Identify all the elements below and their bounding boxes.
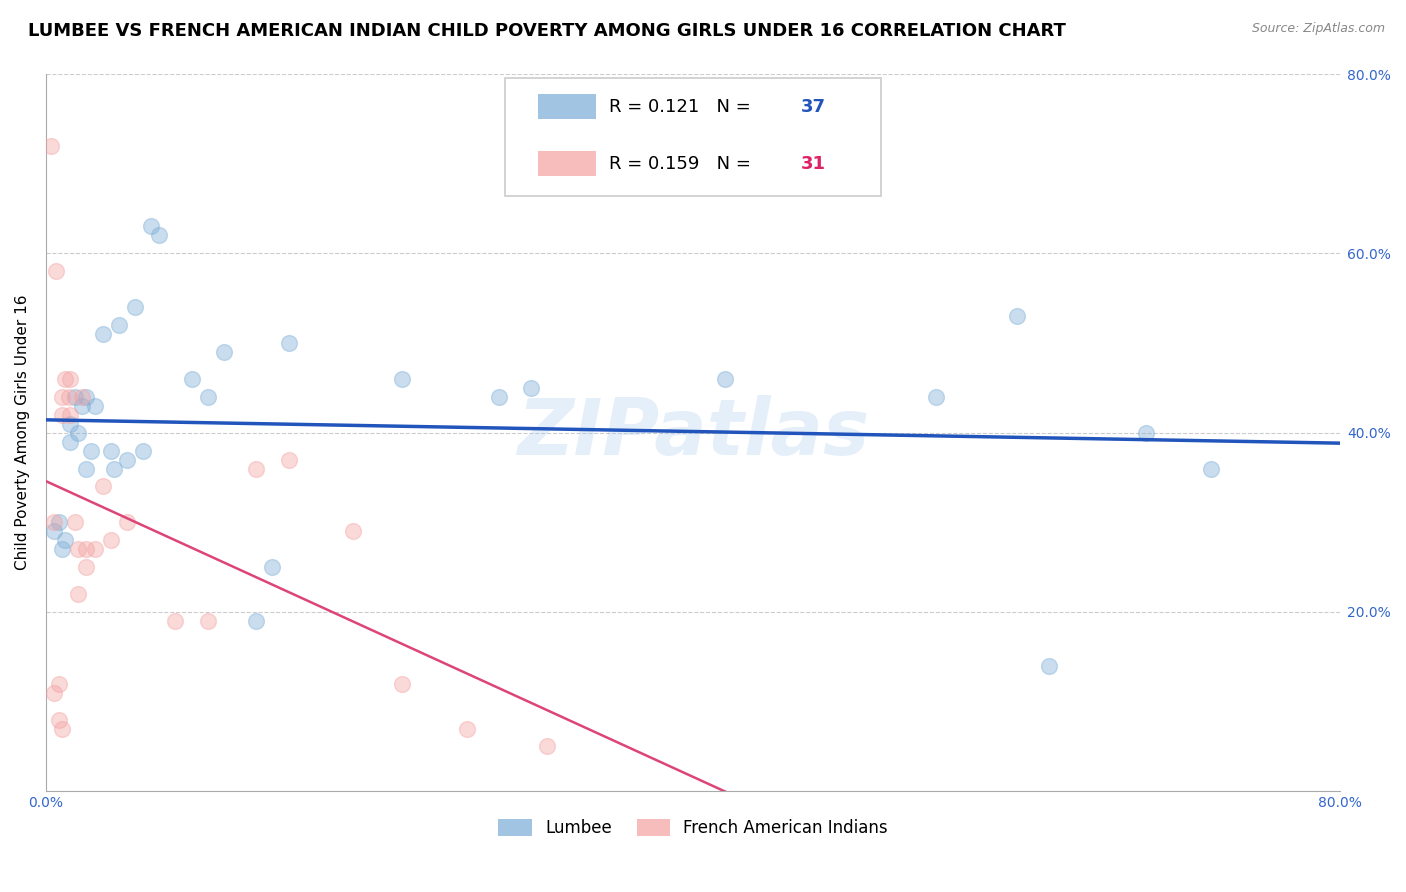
Point: [1199, 461, 1222, 475]
Text: 31: 31: [800, 154, 825, 173]
Point: [342, 524, 364, 539]
Point: [536, 739, 558, 754]
Point: [48, 713, 70, 727]
Point: [180, 372, 202, 386]
Point: [75, 560, 97, 574]
Point: [42, 516, 65, 530]
Point: [1005, 309, 1028, 323]
FancyBboxPatch shape: [537, 151, 596, 176]
Point: [277, 452, 299, 467]
Text: 37: 37: [800, 97, 825, 116]
Point: [51, 542, 73, 557]
Point: [245, 461, 267, 475]
Point: [67, 425, 90, 440]
Y-axis label: Child Poverty Among Girls Under 16: Child Poverty Among Girls Under 16: [15, 295, 30, 570]
Point: [520, 381, 543, 395]
Point: [165, 614, 187, 628]
Point: [262, 560, 284, 574]
Point: [1038, 658, 1060, 673]
Point: [75, 461, 97, 475]
Point: [55, 533, 77, 548]
Point: [115, 452, 138, 467]
Point: [75, 542, 97, 557]
Point: [124, 300, 146, 314]
Point: [51, 722, 73, 736]
Point: [197, 614, 219, 628]
Point: [100, 443, 122, 458]
Point: [39, 138, 62, 153]
Point: [91, 479, 114, 493]
Text: R = 0.159   N =: R = 0.159 N =: [609, 154, 756, 173]
Point: [55, 372, 77, 386]
Point: [148, 228, 170, 243]
Point: [83, 399, 105, 413]
Point: [51, 390, 73, 404]
Point: [132, 443, 155, 458]
Point: [59, 434, 82, 449]
Point: [48, 676, 70, 690]
Point: [48, 516, 70, 530]
FancyBboxPatch shape: [505, 78, 880, 196]
Point: [245, 614, 267, 628]
Point: [91, 326, 114, 341]
Point: [277, 336, 299, 351]
Text: ZIPatlas: ZIPatlas: [517, 394, 869, 471]
Point: [714, 372, 737, 386]
Point: [70, 390, 93, 404]
Point: [456, 722, 478, 736]
Point: [58, 390, 80, 404]
Point: [139, 219, 162, 234]
Point: [197, 390, 219, 404]
Point: [1135, 425, 1157, 440]
Point: [59, 417, 82, 431]
Point: [115, 516, 138, 530]
Point: [67, 542, 90, 557]
Point: [63, 516, 86, 530]
Point: [391, 372, 413, 386]
Point: [80, 443, 103, 458]
Point: [67, 587, 90, 601]
Point: [42, 524, 65, 539]
Point: [42, 686, 65, 700]
Point: [107, 318, 129, 332]
Point: [100, 533, 122, 548]
Point: [70, 399, 93, 413]
Text: R = 0.121   N =: R = 0.121 N =: [609, 97, 756, 116]
Point: [488, 390, 510, 404]
Point: [59, 372, 82, 386]
Point: [45, 264, 67, 278]
Point: [391, 676, 413, 690]
Point: [59, 408, 82, 422]
FancyBboxPatch shape: [537, 94, 596, 119]
Point: [75, 390, 97, 404]
Point: [51, 408, 73, 422]
Point: [63, 390, 86, 404]
Legend: Lumbee, French American Indians: Lumbee, French American Indians: [492, 813, 894, 844]
Point: [925, 390, 948, 404]
Point: [212, 345, 235, 359]
Point: [103, 461, 125, 475]
Text: LUMBEE VS FRENCH AMERICAN INDIAN CHILD POVERTY AMONG GIRLS UNDER 16 CORRELATION : LUMBEE VS FRENCH AMERICAN INDIAN CHILD P…: [28, 22, 1066, 40]
Point: [83, 542, 105, 557]
Text: Source: ZipAtlas.com: Source: ZipAtlas.com: [1251, 22, 1385, 36]
